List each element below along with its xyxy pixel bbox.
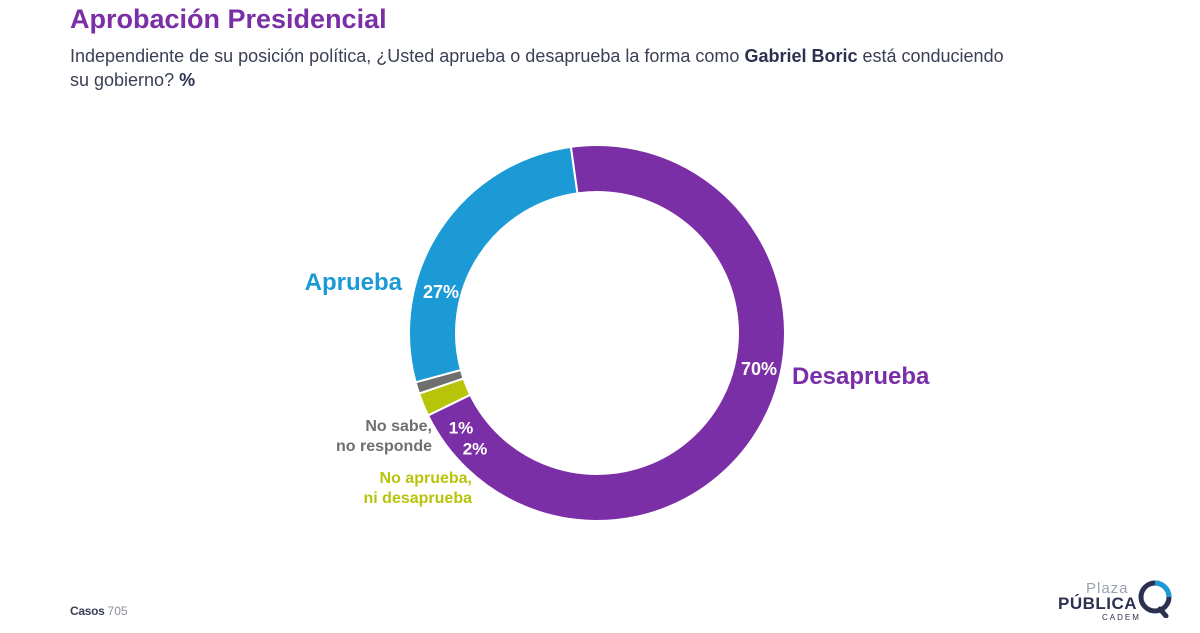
subtitle-name: Gabriel Boric xyxy=(744,46,858,66)
slice-category-label-no-sabe: No sabe, no responde xyxy=(336,418,432,455)
slice-category-label-aprueba: Aprueba xyxy=(305,269,403,296)
subtitle-unit: % xyxy=(179,70,196,90)
logo-line-3: CADEM xyxy=(1102,613,1141,622)
donut-slice-aprueba xyxy=(408,145,579,384)
subtitle-text-before: Independiente de su posición política, ¿… xyxy=(70,46,745,66)
subtitle-text-after: está conduciendo su gobierno? xyxy=(70,46,1004,90)
logo-line-2: PÚBLICA xyxy=(1058,594,1138,613)
slice-value-label-aprueba: 27% xyxy=(423,282,459,302)
casos-value: 705 xyxy=(107,604,128,618)
slice-category-label-desaprueba: Desaprueba xyxy=(792,363,930,390)
logo-mark-icon xyxy=(1138,580,1172,618)
plaza-publica-cadem-logo: Plaza PÚBLICA CADEM xyxy=(1058,578,1178,626)
donut-slice-desaprueba xyxy=(426,144,786,522)
chart-title: Aprobación Presidencial xyxy=(70,4,387,34)
chart-subtitle: Independiente de su posición política, ¿… xyxy=(70,44,1010,92)
casos-label: Casos xyxy=(70,604,105,618)
slice-value-label-no-sabe: 1% xyxy=(449,418,474,437)
footer-sample-size: Casos 705 xyxy=(70,604,128,618)
logo-line-1: Plaza xyxy=(1086,580,1129,597)
slice-category-label-no-aprueba-ni-desaprueba: No aprueba, ni desaprueba xyxy=(364,470,473,507)
slice-value-label-desaprueba: 70% xyxy=(741,359,777,379)
slice-value-label-no-aprueba-ni-desaprueba: 2% xyxy=(463,439,488,458)
